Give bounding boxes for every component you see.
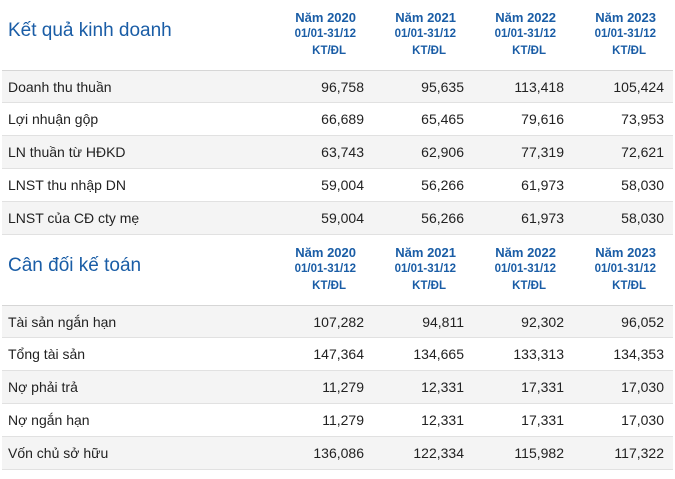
column-unit: KT/ĐL (412, 280, 446, 292)
row-value: 61,973 (521, 210, 564, 226)
row-label: LNST thu nhập DN (8, 177, 127, 193)
table-row: Nợ ngắn hạn 11,279 12,331 17,331 17,030 (2, 404, 673, 437)
column-year: Năm 2020 (295, 245, 356, 260)
row-value: 96,758 (321, 78, 364, 95)
column-unit: KT/ĐL (312, 280, 346, 292)
row-value: 65,465 (421, 111, 464, 127)
income-col-2022: Năm 2022 01/01-31/12 KT/ĐL (472, 0, 572, 70)
row-value: 17,030 (621, 379, 664, 395)
balance-col-2021: Năm 2021 01/01-31/12 KT/ĐL (372, 235, 472, 305)
row-value: 12,331 (421, 412, 464, 428)
row-value: 58,030 (621, 210, 664, 226)
income-col-2023: Năm 2023 01/01-31/12 KT/ĐL (572, 0, 672, 70)
row-value: 95,635 (421, 78, 464, 95)
column-year: Năm 2021 (395, 10, 456, 25)
table-row: Lợi nhuận gộp 66,689 65,465 79,616 73,95… (2, 103, 673, 136)
row-value: 11,279 (322, 412, 364, 428)
balance-section: Cân đối kế toán Năm 2020 01/01-31/12 KT/… (2, 235, 673, 470)
row-value: 17,331 (521, 379, 564, 395)
row-value: 63,743 (321, 144, 364, 160)
balance-col-2023: Năm 2023 01/01-31/12 KT/ĐL (572, 235, 672, 305)
row-value: 61,973 (521, 177, 564, 193)
row-label: Lợi nhuận gộp (8, 111, 99, 127)
row-value: 12,331 (421, 379, 464, 395)
row-value: 59,004 (321, 177, 364, 193)
row-value: 79,616 (521, 111, 564, 127)
row-label: LN thuần từ HĐKD (8, 144, 126, 160)
row-label: Vốn chủ sở hữu (8, 445, 109, 461)
balance-title: Cân đối kế toán (8, 255, 142, 276)
balance-header: Cân đối kế toán Năm 2020 01/01-31/12 KT/… (2, 235, 673, 305)
table-row: LNST của CĐ cty mẹ 59,004 56,266 61,973 … (2, 202, 673, 235)
column-year: Năm 2023 (595, 245, 656, 260)
row-value: 96,052 (621, 313, 664, 330)
column-year: Năm 2022 (495, 245, 556, 260)
column-year: Năm 2020 (295, 10, 356, 25)
row-value: 73,953 (621, 111, 664, 127)
row-value: 72,621 (621, 144, 664, 160)
column-unit: KT/ĐL (312, 45, 346, 57)
row-value: 58,030 (621, 177, 664, 193)
row-label: Tài sản ngắn hạn (8, 313, 117, 330)
column-range: 01/01-31/12 (294, 263, 356, 275)
row-value: 115,982 (514, 445, 564, 461)
row-value: 107,282 (313, 313, 364, 330)
row-label: LNST của CĐ cty mẹ (8, 210, 140, 226)
balance-col-2020: Năm 2020 01/01-31/12 KT/ĐL (272, 235, 372, 305)
row-value: 17,331 (521, 412, 564, 428)
column-range: 01/01-31/12 (494, 28, 556, 40)
row-value: 133,313 (513, 346, 564, 362)
row-value: 117,322 (614, 445, 664, 461)
row-value: 59,004 (321, 210, 364, 226)
table-row: Doanh thu thuần 96,758 95,635 113,418 10… (2, 70, 673, 103)
income-header: Kết quả kinh doanh Năm 2020 01/01-31/12 … (2, 0, 673, 70)
column-unit: KT/ĐL (512, 280, 546, 292)
income-section: Kết quả kinh doanh Năm 2020 01/01-31/12 … (2, 0, 673, 235)
column-range: 01/01-31/12 (594, 263, 656, 275)
row-value: 122,334 (413, 445, 464, 461)
row-value: 94,811 (422, 313, 464, 330)
row-value: 66,689 (321, 111, 364, 127)
row-value: 105,424 (613, 78, 664, 95)
income-col-2020: Năm 2020 01/01-31/12 KT/ĐL (272, 0, 372, 70)
column-year: Năm 2023 (595, 10, 656, 25)
row-value: 92,302 (521, 313, 564, 330)
column-range: 01/01-31/12 (594, 28, 656, 40)
table-row: Tài sản ngắn hạn 107,282 94,811 92,302 9… (2, 305, 673, 338)
table-row: Tổng tài sản 147,364 134,665 133,313 134… (2, 338, 673, 371)
row-value: 134,665 (413, 346, 464, 362)
income-col-2021: Năm 2021 01/01-31/12 KT/ĐL (372, 0, 472, 70)
row-value: 62,906 (421, 144, 464, 160)
column-range: 01/01-31/12 (394, 28, 456, 40)
income-title: Kết quả kinh doanh (8, 20, 172, 41)
column-year: Năm 2021 (395, 245, 456, 260)
column-unit: KT/ĐL (512, 45, 546, 57)
balance-col-2022: Năm 2022 01/01-31/12 KT/ĐL (472, 235, 572, 305)
row-label: Nợ phải trả (8, 379, 78, 395)
column-year: Năm 2022 (495, 10, 556, 25)
row-value: 113,418 (514, 78, 564, 95)
row-value: 136,086 (313, 445, 364, 461)
column-unit: KT/ĐL (612, 45, 646, 57)
row-label: Tổng tài sản (8, 346, 86, 362)
row-label: Doanh thu thuần (8, 78, 112, 95)
row-value: 134,353 (613, 346, 664, 362)
table-row: Vốn chủ sở hữu 136,086 122,334 115,982 1… (2, 437, 673, 470)
table-row: LN thuần từ HĐKD 63,743 62,906 77,319 72… (2, 136, 673, 169)
row-value: 17,030 (621, 412, 664, 428)
column-range: 01/01-31/12 (294, 28, 356, 40)
row-value: 56,266 (421, 177, 464, 193)
table-row: Nợ phải trả 11,279 12,331 17,331 17,030 (2, 371, 673, 404)
row-value: 11,279 (322, 379, 364, 395)
row-label: Nợ ngắn hạn (8, 412, 90, 428)
column-unit: KT/ĐL (412, 45, 446, 57)
row-value: 77,319 (521, 144, 564, 160)
column-range: 01/01-31/12 (394, 263, 456, 275)
column-unit: KT/ĐL (612, 280, 646, 292)
row-value: 147,364 (313, 346, 364, 362)
row-value: 56,266 (421, 210, 464, 226)
table-row: LNST thu nhập DN 59,004 56,266 61,973 58… (2, 169, 673, 202)
column-range: 01/01-31/12 (494, 263, 556, 275)
